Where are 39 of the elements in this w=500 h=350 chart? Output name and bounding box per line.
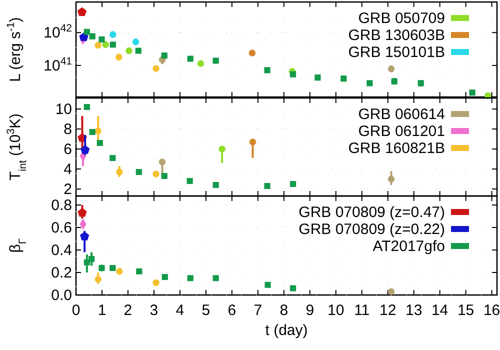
x-tick-label: 15 [457, 302, 474, 319]
y-tick-label: 8 [64, 121, 72, 138]
x-tick-label: 5 [202, 302, 210, 319]
legend-label: GRB 130603B [348, 27, 445, 44]
legend-label: GRB 160821B [348, 140, 445, 157]
legend-label: GRB 060614 [358, 106, 445, 123]
x-tick-label: 9 [306, 302, 314, 319]
y-tick-label: 4 [64, 161, 72, 178]
legend-label: GRB 150101B [348, 44, 445, 61]
y-tick-label: 0.0 [51, 287, 72, 304]
y-tick-label: 0.2 [51, 264, 72, 282]
legend-label: AT2017gfo [372, 238, 445, 255]
y-tick-label: 0.8 [51, 197, 72, 214]
y-tick-label: 2 [64, 181, 72, 198]
x-tick-label: 13 [405, 302, 422, 319]
y-tick-label: 6 [64, 141, 72, 158]
x-tick-label: 6 [228, 302, 236, 319]
x-tick-label: 0 [72, 302, 80, 319]
x-axis-title: t (day) [265, 322, 308, 339]
x-tick-label: 7 [254, 302, 262, 319]
y-tick-label: 10$^{42}$ [44, 22, 72, 42]
y-tick-label: 10 [55, 101, 72, 118]
legend-label: GRB 070809 (z=0.22) [298, 221, 445, 238]
legend-label: GRB 061201 [358, 123, 445, 140]
x-tick-label: 11 [354, 302, 370, 319]
x-tick-label: 8 [280, 302, 288, 319]
x-tick-label: 14 [431, 302, 448, 319]
x-tick-label: 12 [380, 302, 396, 319]
legend-label: GRB 050709 [358, 10, 445, 27]
x-tick-label: 4 [176, 302, 184, 319]
y-tick-label: 10$^{41}$ [44, 55, 72, 74]
y-tick-label: 0.4 [51, 242, 72, 259]
x-tick-label: 2 [124, 302, 132, 319]
x-tick-label: 16 [483, 302, 500, 319]
x-tick-label: 1 [98, 302, 106, 319]
legend-label: GRB 070809 (z=0.47) [298, 204, 445, 221]
y-tick-label: 0.6 [51, 220, 72, 236]
x-tick-label: 3 [150, 302, 158, 319]
x-tick-label: 10 [328, 302, 344, 319]
